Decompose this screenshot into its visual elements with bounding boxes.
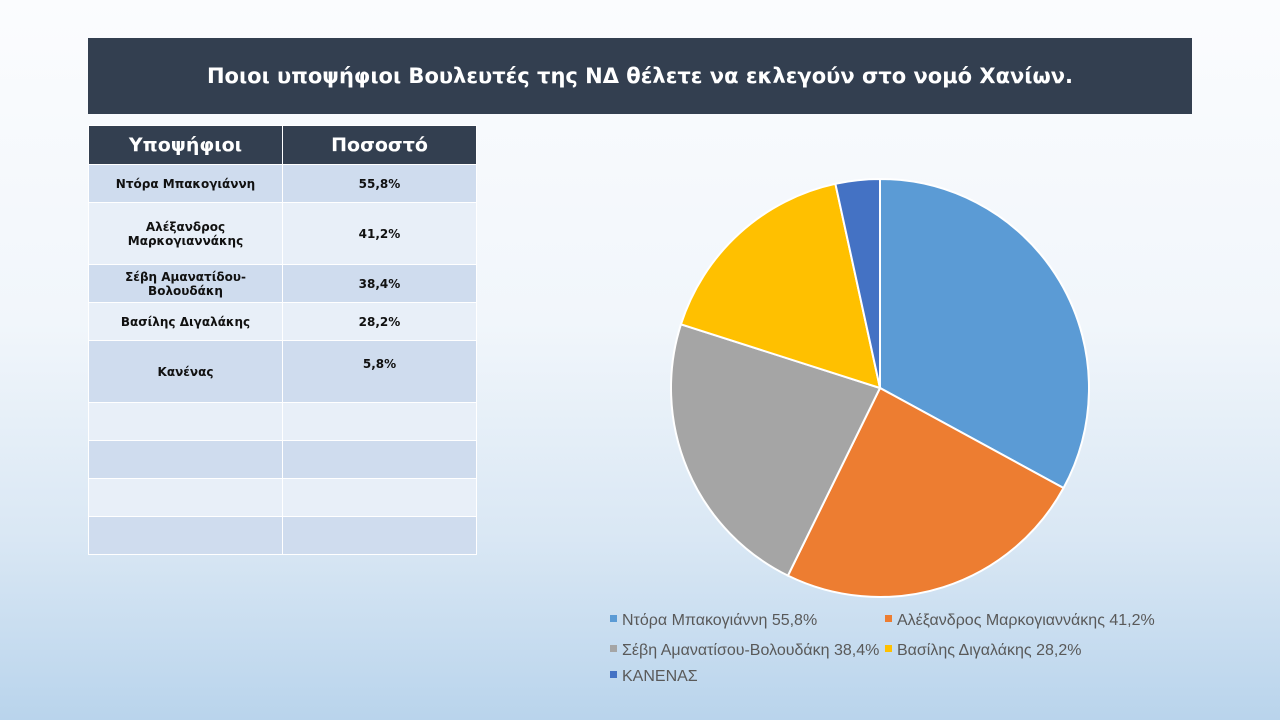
empty-cell bbox=[88, 440, 283, 479]
empty-cell bbox=[282, 516, 477, 555]
legend-label: Αλέξανδρος Μαρκογιαννάκης 41,2% bbox=[897, 612, 1155, 629]
header-candidates: Υποψήφιοι bbox=[88, 125, 283, 165]
candidate-name: Κανένας bbox=[88, 340, 283, 403]
table-row bbox=[88, 516, 477, 555]
candidate-name: Αλέξανδρος Μαρκογιαννάκης bbox=[88, 202, 283, 265]
pie-slice-0 bbox=[879, 177, 1090, 490]
pie-slice-3 bbox=[679, 182, 882, 390]
pie-slice-1 bbox=[786, 386, 1065, 598]
legend-swatch bbox=[885, 645, 892, 653]
legend-item: ΚΑΝΕΝΑΣ bbox=[610, 668, 698, 686]
header-percentage: Ποσοστό bbox=[282, 125, 477, 165]
candidate-name: Βασίλης Διγαλάκης bbox=[88, 302, 283, 341]
candidate-name: Ντόρα Μπακογιάννη bbox=[88, 164, 283, 203]
candidate-percentage: 38,4% bbox=[282, 264, 477, 303]
table-row: Κανένας 5,8% bbox=[88, 340, 477, 403]
legend-swatch bbox=[610, 645, 617, 653]
legend-swatch bbox=[610, 615, 617, 623]
legend-swatch bbox=[885, 615, 892, 623]
empty-cell bbox=[282, 440, 477, 479]
page-title: Ποιοι υποψήφιοι Βουλευτές της ΝΔ θέλετε … bbox=[88, 38, 1192, 114]
table-row: Ντόρα Μπακογιάννη 55,8% bbox=[88, 164, 477, 203]
candidate-name: Σέβη Αμανατίδου-Βολουδάκη bbox=[88, 264, 283, 303]
results-table: Υποψήφιοι Ποσοστό Ντόρα Μπακογιάννη 55,8… bbox=[88, 125, 477, 555]
empty-cell bbox=[282, 478, 477, 517]
legend-swatch bbox=[610, 671, 617, 679]
pie-chart bbox=[670, 177, 1090, 598]
table-row: Αλέξανδρος Μαρκογιαννάκης 41,2% bbox=[88, 202, 477, 265]
table-row bbox=[88, 440, 477, 479]
candidate-percentage: 55,8% bbox=[282, 164, 477, 203]
legend-item: Βασίλης Διγαλάκης 28,2% bbox=[885, 642, 1081, 660]
empty-cell bbox=[88, 516, 283, 555]
legend-label: Ντόρα Μπακογιάννη 55,8% bbox=[622, 612, 818, 629]
legend-label: Σέβη Αμανατίσου-Βολουδάκη 38,4% bbox=[622, 642, 880, 659]
legend-item: Αλέξανδρος Μαρκογιαννάκης 41,2% bbox=[885, 612, 1155, 630]
table-row bbox=[88, 402, 477, 441]
table-header-row: Υποψήφιοι Ποσοστό bbox=[88, 125, 477, 165]
legend-item: Σέβη Αμανατίσου-Βολουδάκη 38,4% bbox=[610, 642, 879, 660]
candidate-percentage: 5,8% bbox=[282, 340, 477, 403]
table-row: Βασίλης Διγαλάκης 28,2% bbox=[88, 302, 477, 341]
legend-item: Ντόρα Μπακογιάννη 55,8% bbox=[610, 612, 817, 630]
table-row: Σέβη Αμανατίδου-Βολουδάκη 38,4% bbox=[88, 264, 477, 303]
table-row bbox=[88, 478, 477, 517]
empty-cell bbox=[282, 402, 477, 441]
empty-cell bbox=[88, 478, 283, 517]
legend-label: ΚΑΝΕΝΑΣ bbox=[622, 668, 698, 685]
pie-slice-2 bbox=[670, 323, 882, 577]
candidate-percentage: 28,2% bbox=[282, 302, 477, 341]
legend-label: Βασίλης Διγαλάκης 28,2% bbox=[897, 642, 1082, 659]
pie-slice-4 bbox=[834, 177, 881, 389]
empty-cell bbox=[88, 402, 283, 441]
candidate-percentage: 41,2% bbox=[282, 202, 477, 265]
